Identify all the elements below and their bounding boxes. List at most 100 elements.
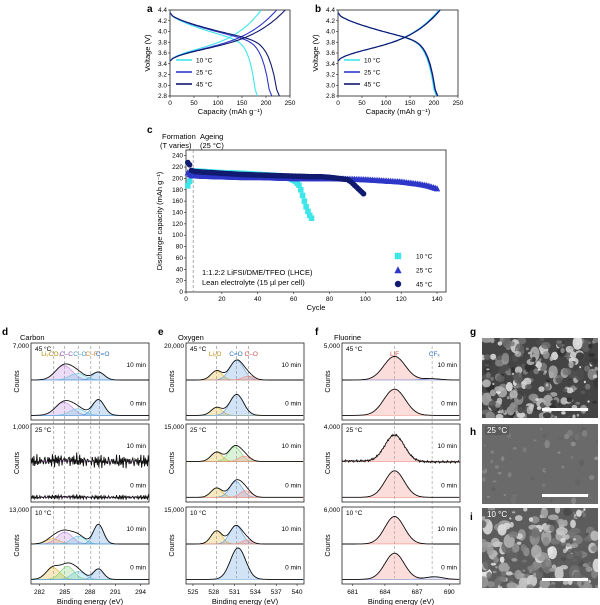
charge-curve <box>169 9 262 62</box>
sem-texture-blob <box>523 377 532 386</box>
time-label: 0 min <box>441 401 457 408</box>
charge-curve <box>337 9 441 62</box>
sem-texture-blob <box>527 565 538 572</box>
sem-texture-blob <box>574 434 579 441</box>
y-max-label: 20,000 <box>164 343 184 350</box>
data-point-10c <box>299 192 306 199</box>
x-tick-label: 282 <box>34 589 45 596</box>
plot-frame <box>185 149 447 293</box>
sem-texture-blob <box>560 397 568 405</box>
data-point-45c <box>186 161 193 168</box>
spectrum-trace <box>342 355 460 381</box>
sem-texture-blob <box>492 480 497 483</box>
sem-texture-blob <box>490 376 494 381</box>
plot-frame <box>30 423 150 503</box>
sem-texture-blob <box>521 559 528 563</box>
sem-texture-blob <box>485 372 491 379</box>
sem-texture-blob <box>542 486 548 492</box>
sem-texture-blob <box>521 382 524 384</box>
sem-texture-blob <box>583 508 586 511</box>
x-tick-label: 40 <box>254 296 262 303</box>
temperature-label: 25 °C <box>346 426 363 434</box>
plot-frame <box>30 342 150 421</box>
y-tick-label: 40 <box>176 266 184 273</box>
sem-texture-blob <box>563 508 572 517</box>
y-tick-label: 60 <box>176 255 184 262</box>
y-tick-label: 2.8 <box>158 93 167 100</box>
sem-texture-blob <box>532 572 537 578</box>
sem-texture-blob <box>508 563 512 567</box>
sem-texture-blob <box>543 531 546 533</box>
peak-label: C–F <box>86 351 98 358</box>
sem-texture-blob <box>557 437 564 441</box>
sem-texture-blob <box>517 405 524 414</box>
y-tick-label: 180 <box>172 187 183 194</box>
sem-texture-blob <box>545 379 551 383</box>
sem-texture-blob <box>511 372 515 375</box>
scale-bar <box>542 578 588 581</box>
sem-texture-blob <box>538 386 545 392</box>
time-label: 0 min <box>441 565 457 572</box>
sem-texture-blob <box>512 447 517 450</box>
sem-texture-blob <box>544 469 548 472</box>
sem-texture-blob <box>548 442 551 444</box>
sem-texture-blob <box>557 518 565 526</box>
x-tick-label: 294 <box>135 589 146 596</box>
sem-texture-blob <box>482 477 486 482</box>
y-tick-label: 3.0 <box>158 82 167 89</box>
sem-texture-blob <box>482 538 488 553</box>
sem-texture-blob <box>575 401 581 405</box>
sem-texture-blob <box>550 498 553 503</box>
sem-texture-blob <box>486 571 492 579</box>
y-axis-label: Counts <box>169 451 176 474</box>
sem-texture-blob <box>567 416 570 418</box>
sem-texture-blob <box>505 571 513 576</box>
sem-texture-blob <box>584 365 590 372</box>
spectrum-trace <box>31 562 149 580</box>
sem-texture-blob <box>490 450 495 454</box>
fluorine-title: Fluorine <box>334 333 361 342</box>
sem-texture-blob <box>562 580 569 585</box>
temperature-label: 10 °C <box>35 509 52 517</box>
x-tick-label: 0 <box>184 296 188 303</box>
formation-sublabel: (T varies) <box>160 141 192 150</box>
sem-texture-blob <box>482 379 491 388</box>
sem-texture-blob <box>503 410 506 413</box>
y-axis-label: Counts <box>169 534 176 557</box>
x-tick-label: 0 <box>168 100 172 107</box>
sem-texture-blob <box>542 351 550 360</box>
sem-texture-blob <box>489 389 496 397</box>
peak-label: Li₂CO₃ <box>41 351 61 358</box>
x-axis-label: Cycle <box>307 303 326 312</box>
data-point-10c <box>394 252 402 260</box>
sem-texture-blob <box>572 534 583 545</box>
x-tick-label: 534 <box>250 589 261 596</box>
time-label: 10 min <box>126 443 146 450</box>
spectrum-trace <box>341 433 460 464</box>
data-point-45c <box>360 190 367 197</box>
sem-texture-blob <box>516 391 523 400</box>
sem-texture-blob <box>535 397 540 401</box>
sem-texture-blob <box>531 394 538 404</box>
sem-texture-blob <box>580 390 586 395</box>
sem-texture-blob <box>563 388 568 392</box>
plot-frame <box>185 423 305 503</box>
legend-label: 10 °C <box>196 57 213 65</box>
time-label: 0 min <box>130 401 146 408</box>
charge-curve <box>169 9 286 62</box>
data-point-10c <box>305 208 311 215</box>
sem-texture-blob <box>542 468 546 472</box>
sem-texture-blob <box>571 497 577 504</box>
spectrum-trace <box>30 493 150 501</box>
peak-label: C–O <box>245 351 258 358</box>
sem-texture-blob <box>582 512 587 518</box>
plot-frame <box>185 342 305 421</box>
sem-texture-blob <box>593 377 598 389</box>
x-axis-label: Capacity (mAh g⁻¹) <box>366 107 431 116</box>
x-tick-label: 285 <box>59 589 70 596</box>
y-tick-label: 20 <box>176 278 184 285</box>
sem-texture-blob <box>523 395 527 399</box>
sem-texture-blob <box>507 472 512 478</box>
panel-e-oxygen-xps: Li₂O C=O C–O 20,000 Counts 45 °C 10 min 0 min 15… <box>164 342 305 605</box>
x-tick-label: 684 <box>379 589 390 596</box>
